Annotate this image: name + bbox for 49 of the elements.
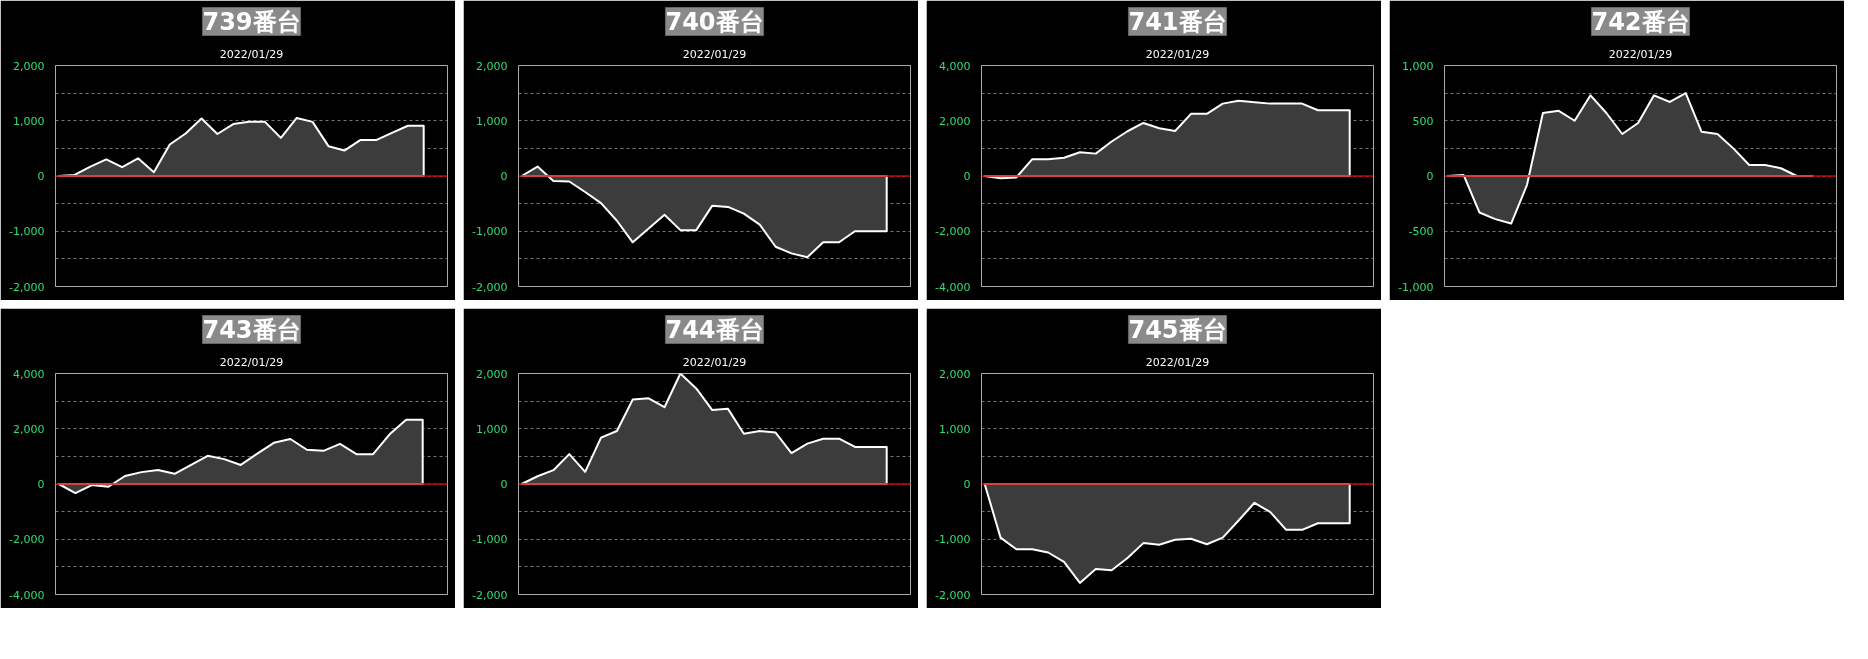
y-tick-label: -4,000	[9, 588, 45, 602]
chart-subtitle: 2022/01/29	[682, 355, 747, 369]
y-tick-label: 2,000	[476, 367, 508, 381]
y-tick-label: 1,000	[476, 114, 508, 128]
y-tick-label: 2,000	[13, 422, 45, 436]
y-tick-label: 4,000	[13, 367, 45, 381]
y-tick-label: 1,000	[13, 114, 45, 128]
chart-subtitle: 2022/01/29	[219, 47, 284, 61]
chart-title: 740番台	[665, 7, 764, 36]
chart-subtitle: 2022/01/29	[682, 47, 747, 61]
y-tick-label: 0	[500, 170, 508, 183]
y-tick-label: 0	[963, 170, 971, 183]
chart-title: 745番台	[1128, 315, 1227, 344]
y-tick-label: 0	[963, 478, 971, 491]
chart-subtitle: 2022/01/29	[1145, 355, 1210, 369]
y-tick-label: -1,000	[472, 225, 508, 239]
y-tick-label: 1,000	[476, 422, 508, 436]
y-tick-label: 1,000	[939, 422, 971, 436]
y-tick-label: -2,000	[9, 533, 45, 547]
y-tick-label: -500	[1408, 225, 1434, 239]
y-tick-label: -1,000	[1398, 280, 1434, 294]
y-tick-label: -2,000	[935, 225, 971, 239]
chart-title: 739番台	[202, 7, 301, 36]
y-tick-label: -1,000	[472, 533, 508, 547]
y-tick-label: 0	[37, 170, 45, 183]
y-tick-label: 1,000	[1402, 59, 1434, 73]
y-tick-label: 4,000	[939, 59, 971, 73]
y-tick-label: 2,000	[939, 367, 971, 381]
chart-subtitle: 2022/01/29	[219, 355, 284, 369]
chart-title: 742番台	[1591, 7, 1690, 36]
y-tick-label: 0	[37, 478, 45, 491]
y-tick-label: -2,000	[472, 280, 508, 294]
y-tick-label: -2,000	[9, 280, 45, 294]
chart-title: 743番台	[202, 315, 301, 344]
y-tick-label: -2,000	[472, 588, 508, 602]
y-tick-label: 0	[1426, 170, 1434, 183]
y-tick-label: 500	[1412, 114, 1434, 128]
y-tick-label: -2,000	[935, 588, 971, 602]
chart-subtitle: 2022/01/29	[1608, 47, 1673, 61]
y-tick-label: -1,000	[9, 225, 45, 239]
chart-title: 744番台	[665, 315, 764, 344]
chart-subtitle: 2022/01/29	[1145, 47, 1210, 61]
y-tick-label: 2,000	[939, 114, 971, 128]
y-tick-label: -1,000	[935, 533, 971, 547]
y-tick-label: -4,000	[935, 280, 971, 294]
y-tick-label: 2,000	[476, 59, 508, 73]
chart-title: 741番台	[1128, 7, 1227, 36]
y-tick-label: 0	[500, 478, 508, 491]
y-tick-label: 2,000	[13, 59, 45, 73]
